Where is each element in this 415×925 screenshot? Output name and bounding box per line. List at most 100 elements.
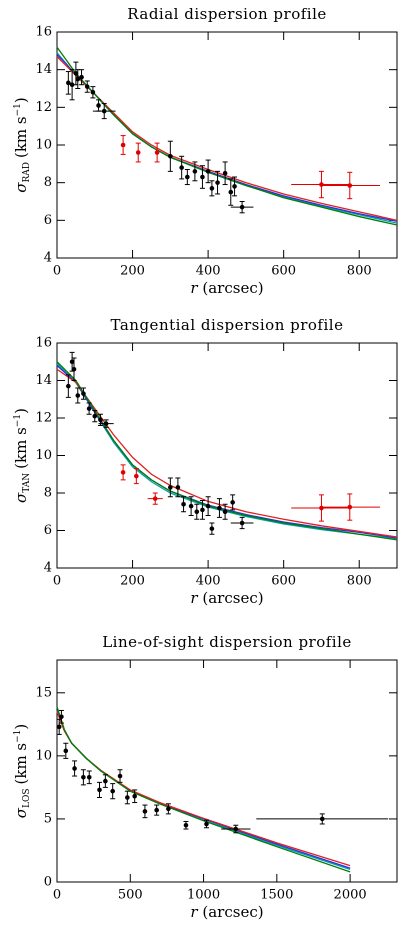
x-axis-label: r (arcsec)	[190, 279, 263, 297]
y-tick-label: 8	[44, 175, 52, 190]
data-point	[154, 807, 159, 813]
y-tick-label: 14	[35, 62, 52, 77]
data-point	[181, 501, 186, 507]
data-point	[209, 186, 215, 191]
chart-title: Line-of-sight dispersion profile	[102, 633, 352, 651]
y-tick-label: 6	[44, 213, 52, 228]
data-point	[175, 485, 181, 490]
x-label-symbol: r	[190, 903, 198, 921]
data-point	[239, 520, 245, 526]
panel: Radial dispersion profile 0 200 400 600 800 4 6…	[12, 5, 398, 297]
data-point	[319, 182, 324, 187]
plot-frame	[56, 342, 398, 569]
data-point	[110, 788, 115, 794]
data-point	[120, 470, 126, 475]
y-label-symbol: σ	[12, 182, 30, 193]
x-axis-label: r (arcsec)	[190, 589, 263, 607]
data-point	[233, 826, 239, 832]
y-tick-label: 10	[35, 748, 52, 763]
y-tick-label: 10	[35, 138, 52, 153]
data-point	[204, 821, 209, 827]
y-tick-label: 4	[44, 561, 52, 576]
y-tick-label: 14	[35, 373, 52, 388]
y-label-close: )	[12, 724, 30, 730]
data-point	[134, 473, 139, 479]
data-point	[75, 393, 81, 398]
plot-frame	[56, 659, 398, 883]
x-tick-label: 400	[196, 264, 221, 279]
y-tick-label: 15	[35, 685, 52, 700]
model-curve	[56, 52, 398, 224]
panel: Line-of-sight dispersion profile 0 500 1000…	[12, 633, 398, 921]
data-point	[103, 778, 108, 784]
data-point	[56, 724, 62, 730]
data-point	[71, 366, 77, 372]
x-axis-label: r (arcsec)	[190, 903, 263, 921]
data-point	[101, 108, 107, 114]
y-label-close: )	[12, 408, 30, 414]
data-point	[92, 413, 98, 419]
y-tick-label: 16	[35, 25, 52, 40]
x-tick-label: 1500	[260, 888, 293, 903]
data-point	[205, 503, 211, 509]
data-point	[73, 71, 79, 76]
data-point	[81, 775, 86, 780]
data-point	[69, 359, 75, 365]
y-label-symbol: σ	[12, 492, 30, 503]
model-curve	[56, 54, 398, 222]
data-point	[183, 822, 189, 828]
data-point	[132, 793, 137, 799]
data-point	[200, 507, 205, 513]
data-point	[194, 509, 200, 515]
x-label-unit: (arcsec)	[202, 903, 263, 921]
data-point	[185, 174, 190, 180]
data-point	[347, 504, 353, 510]
data-point	[319, 505, 324, 511]
data-point	[86, 775, 92, 780]
data-point	[168, 485, 173, 490]
data-point	[81, 391, 86, 396]
x-tick-label: 0	[53, 264, 61, 279]
data-point	[75, 76, 81, 82]
model-curve	[56, 46, 398, 226]
data-point	[69, 82, 75, 88]
x-tick-label: 2000	[334, 888, 367, 903]
data-point	[120, 142, 126, 148]
x-label-symbol: r	[190, 279, 198, 297]
data-point	[98, 417, 103, 423]
model-curve	[56, 56, 398, 221]
data-point	[319, 816, 325, 822]
x-tick-label: 800	[347, 574, 372, 589]
y-label-exponent: −1	[13, 103, 23, 116]
data-point	[168, 154, 173, 159]
panel: Tangential dispersion profile 0 200 400 600 8…	[12, 316, 398, 607]
data-point	[125, 795, 130, 800]
y-label-exponent: −1	[13, 730, 23, 743]
data-point	[84, 84, 90, 89]
data-point	[152, 496, 158, 501]
y-tick-label: 12	[35, 100, 52, 115]
y-label-unit: (km s	[12, 116, 30, 158]
y-tick-label: 0	[44, 875, 52, 890]
data-point	[200, 174, 205, 180]
x-tick-label: 200	[120, 264, 145, 279]
y-axis-label: σRAD (km s−1)	[12, 97, 32, 193]
model-curve	[56, 361, 398, 541]
data-point	[135, 150, 141, 155]
plot-frame	[56, 31, 398, 259]
data-point	[72, 766, 77, 771]
y-label-unit: (km s	[12, 427, 30, 469]
x-tick-label: 1000	[187, 888, 220, 903]
data-point	[142, 809, 148, 814]
y-axis-label: σLOS (km s−1)	[12, 724, 32, 819]
y-tick-label: 8	[44, 486, 52, 501]
y-label-subscript: LOS	[22, 789, 32, 809]
data-point	[63, 748, 69, 754]
x-label-symbol: r	[190, 589, 198, 607]
x-tick-label: 600	[271, 264, 296, 279]
x-tick-label: 400	[196, 574, 221, 589]
data-point	[228, 189, 234, 195]
y-tick-label: 4	[44, 251, 52, 266]
y-label-subscript: TAN	[22, 473, 32, 493]
